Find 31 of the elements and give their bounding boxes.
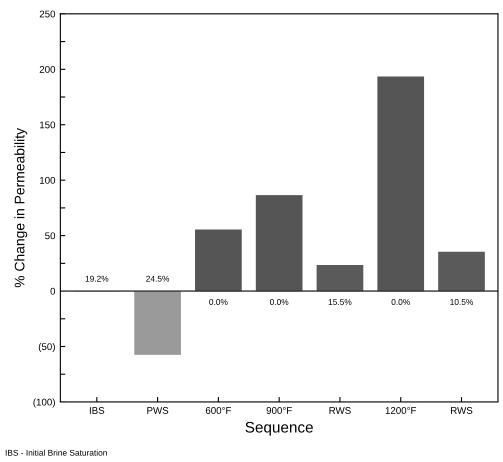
bar [256, 195, 303, 292]
annotation: 0.0% [392, 299, 410, 305]
annotation: 0.0% [209, 299, 228, 305]
text: IBS - Initial Brine Saturation [6, 450, 107, 456]
y-tick-label: 150 [40, 121, 56, 128]
annotation: 15.5% [328, 299, 352, 305]
x-tick-label: 900°F [266, 407, 292, 414]
y-tick-label: 0 [50, 288, 56, 295]
y-tick-label: 200 [40, 66, 56, 73]
y-tick-label: 250 [40, 10, 56, 18]
annotation: 24.5% [146, 276, 170, 282]
x-tick-label: RWS [329, 407, 351, 414]
y-axis-title: % Change in Permeability [14, 128, 28, 288]
bar [316, 265, 364, 292]
x-tick-label: 1200°F [386, 407, 416, 414]
x-tick-label: IBS [90, 407, 104, 414]
bar [438, 252, 485, 292]
y-tick-label: 100 [40, 176, 56, 184]
y-tick-label: 50 [45, 232, 56, 240]
annotation: 10.5% [450, 299, 474, 305]
x-tick-label: PWS [147, 407, 168, 414]
y-tick-label: (50) [38, 342, 55, 352]
annotation: 19.2% [86, 276, 108, 282]
bar [195, 230, 242, 292]
x-axis-title: Sequence [245, 422, 313, 436]
annotation: 0.0% [270, 299, 288, 305]
x-tick-label: 600°F [206, 407, 232, 414]
y-tick-label: (100) [33, 398, 55, 408]
bar [377, 76, 424, 292]
bar [134, 290, 181, 355]
x-tick-label: RWS [451, 407, 472, 414]
